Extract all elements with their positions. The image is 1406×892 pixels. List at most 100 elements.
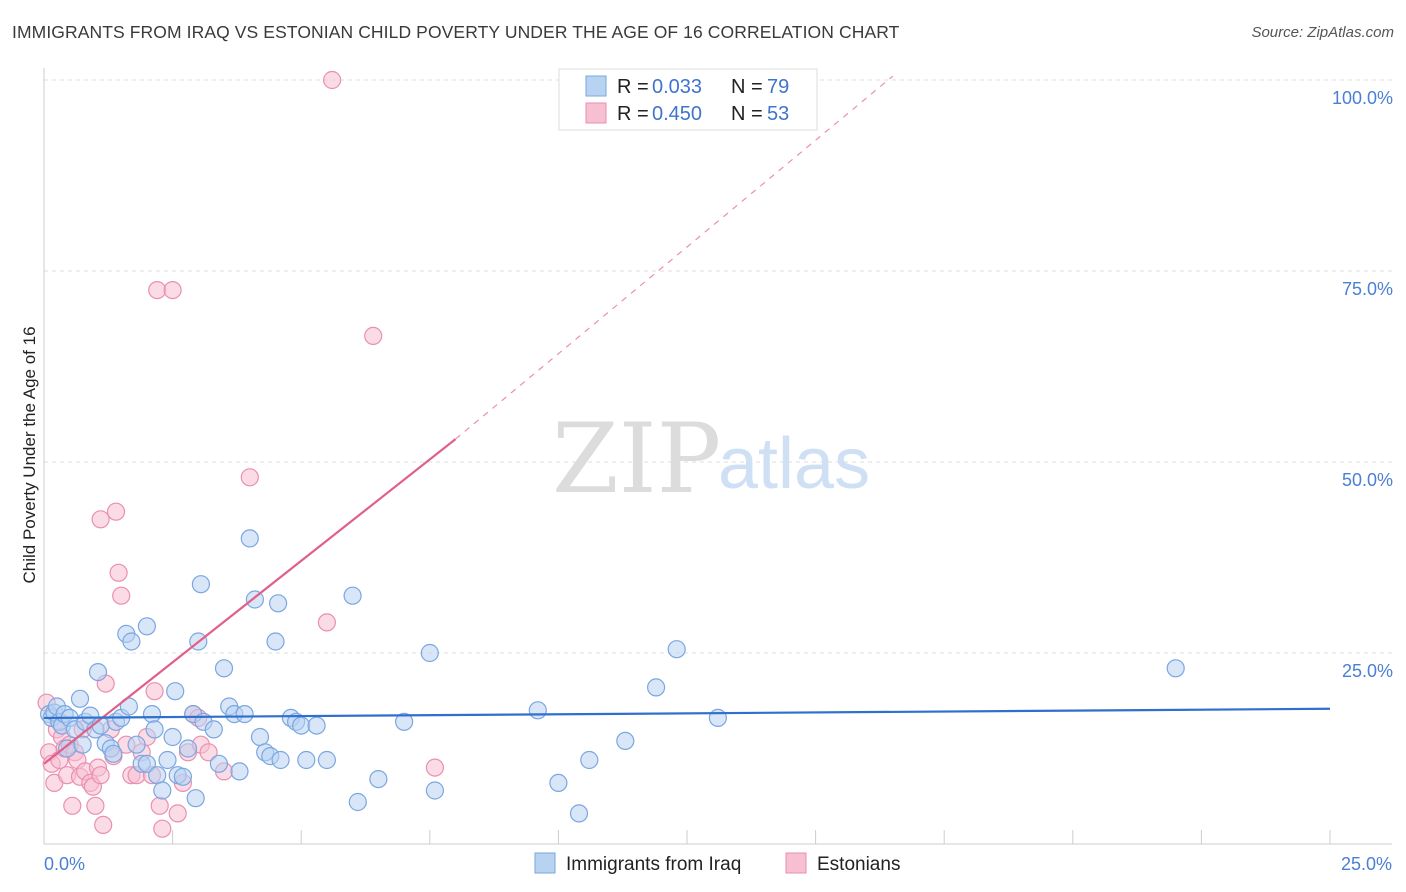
points-iraq [39,529,1185,823]
estonians-point-10 [63,796,82,815]
iraq-point-42 [191,575,210,594]
iraq-point-34 [163,727,182,747]
bottom-legend-swatch-iraq [534,852,556,874]
iraq-point-79 [1166,659,1185,678]
legend-r-value-2: 0.450 [652,103,702,125]
iraq-point-50 [235,704,254,724]
iraq-point-38 [178,739,198,758]
iraq-point-56 [266,632,285,651]
watermark-atlas: atlas [718,424,870,504]
estonians-point-40 [168,804,187,823]
iraq-point-24 [122,632,141,651]
y-tick-label-3: 100.0% [1332,88,1393,108]
iraq-point-25 [127,735,146,754]
estonians-point-36 [148,281,167,300]
iraq-point-77 [667,640,686,659]
iraq-point-58 [271,750,290,770]
iraq-point-63 [307,716,326,735]
iraq-point-61 [292,716,311,735]
iraq-point-30 [145,720,164,739]
iraq-point-46 [214,659,234,678]
estonians-point-21 [91,510,110,529]
iraq-point-28 [137,617,156,636]
estonians-point-49 [317,613,336,632]
legend-n-value-2: 53 [767,103,789,125]
y-tick-label-1: 50.0% [1342,470,1393,490]
iraq-point-29 [142,704,162,724]
iraq-point-64 [317,750,336,770]
watermark-zip: ZIP [552,403,721,515]
iraq-point-57 [269,594,288,613]
legend-box: R = 0.033 N = 79 R = 0.450 N = 53 [558,68,818,131]
x-tick-label-0: 0.0% [44,854,85,874]
estonians-point-39 [163,281,182,300]
estonians-point-50 [323,70,342,90]
y-ticks: 25.0% 50.0% 75.0% 100.0% [1332,88,1393,681]
estonians-point-26 [106,502,126,521]
estonians-point-28 [112,586,131,605]
estonians-point-38 [153,819,172,838]
bottom-legend-label-estonians: Estonians [817,854,900,875]
iraq-point-69 [420,643,439,663]
iraq-point-70 [425,781,444,800]
iraq-point-67 [369,769,388,789]
iraq-point-76 [646,678,666,697]
grid-lines [44,79,1392,654]
iraq-point-11 [73,735,92,754]
bottom-legend: Immigrants from Iraq Estonians [534,852,900,875]
estonians-point-37 [150,796,169,815]
iraq-point-33 [158,750,177,770]
estonians-point-46 [199,743,218,762]
iraq-point-37 [173,767,192,786]
iraq-point-35 [166,682,185,701]
watermark: ZIP atlas [552,403,870,515]
iraq-point-49 [230,762,249,781]
legend-swatch-blue [585,75,607,97]
estonians-point-22 [94,815,113,835]
x-ticks: 0.0% 25.0% [44,830,1392,874]
legend-r-label-2: R = [617,103,649,125]
iraq-point-32 [153,781,172,800]
iraq-point-73 [569,804,589,823]
estonians-point-48 [240,468,259,487]
estonians-point-27 [109,563,128,582]
iraq-trend-line [43,707,1331,720]
legend-n-label-1: N = [731,76,763,98]
iraq-point-10 [70,689,90,708]
estonians-point-51 [364,326,383,345]
iraq-point-31 [148,766,167,785]
chart-title: IMMIGRANTS FROM IRAQ VS ESTONIAN CHILD P… [12,22,900,42]
estonians-point-52 [425,758,444,777]
iraq-point-66 [348,792,367,812]
y-tick-label-2: 75.0% [1342,279,1393,299]
iraq-point-27 [137,754,156,773]
legend-n-value-1: 79 [767,76,789,98]
iraq-point-7 [57,739,77,758]
iraq-point-15 [88,662,108,682]
legend-r-value-1: 0.033 [652,76,702,98]
y-tick-label-0: 25.0% [1342,661,1393,681]
y-axis-label: Child Poverty Under the Age of 16 [20,326,39,583]
iraq-point-68 [395,712,414,731]
legend-swatch-pink [585,102,607,124]
iraq-point-65 [343,586,362,605]
iraq-point-44 [204,720,223,739]
iraq-point-40 [186,789,205,808]
iraq-point-19 [104,744,123,763]
bottom-legend-label-iraq: Immigrants from Iraq [566,854,741,875]
iraq-point-45 [209,754,228,773]
iraq-point-51 [240,529,259,548]
estonians-point-20 [91,766,110,785]
x-tick-label-1: 25.0% [1341,854,1392,874]
iraq-point-78 [708,708,728,728]
legend-r-label-1: R = [617,76,649,98]
iraq-point-62 [297,750,316,770]
iraq-point-53 [250,727,270,747]
iraq-point-72 [549,773,568,793]
trend-lines [43,75,1331,765]
estonians-trend-line [43,438,457,765]
iraq-point-71 [528,701,547,720]
source-credit: Source: ZipAtlas.com [1251,24,1394,41]
estonians-trend-extension [455,75,894,440]
